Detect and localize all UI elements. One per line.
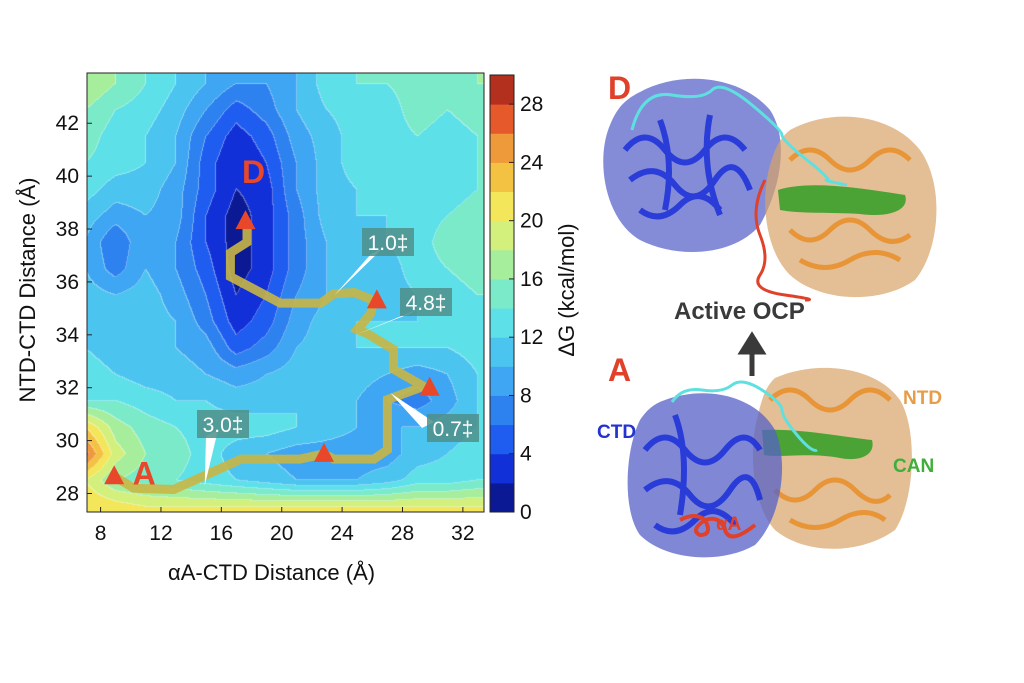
- colorbar-tick-label: 8: [520, 384, 532, 407]
- state-marker: [235, 210, 256, 230]
- colorbar-tick-label: 24: [520, 151, 544, 174]
- state-d-label: D: [608, 70, 632, 106]
- x-tick-label: 8: [95, 522, 107, 545]
- colorbar-band: [490, 278, 514, 309]
- plot-frame: [86, 72, 485, 513]
- ctd-label: CTD: [597, 422, 637, 443]
- barrier-label: 3.0‡: [203, 414, 244, 437]
- state-a-label: A: [608, 352, 632, 388]
- colorbar-band: [490, 395, 514, 426]
- colorbar-band: [490, 104, 514, 134]
- can-d: [778, 185, 906, 216]
- ctd-surface-d: [603, 78, 781, 252]
- barrier-label-box: [400, 288, 452, 316]
- state-marker: [104, 465, 125, 485]
- colorbar-tick-label: 0: [520, 501, 532, 524]
- barrier-label-box: [362, 228, 414, 256]
- y-tick-label: 28: [56, 482, 79, 505]
- colorbar-band: [490, 249, 514, 280]
- state-marker: [313, 442, 334, 462]
- barrier-pointer: [355, 308, 421, 335]
- colorbar-band: [490, 482, 514, 513]
- x-tick-label: 28: [391, 522, 414, 545]
- barrier-label: 4.8‡: [406, 292, 447, 315]
- x-tick-label: 16: [210, 522, 233, 545]
- colorbar-band: [490, 133, 514, 163]
- linker-cyan-a: [670, 380, 818, 452]
- alpha-a-helix: [679, 514, 757, 539]
- alpha-a-label: αA: [716, 514, 742, 535]
- linker-red-d: [754, 179, 811, 302]
- y-tick-label: 32: [56, 377, 79, 400]
- colorbar-band: [490, 162, 514, 193]
- colorbar-band: [490, 424, 514, 455]
- state-marker: [366, 289, 387, 309]
- barrier-pointer: [334, 248, 383, 296]
- x-tick-label: 24: [330, 522, 354, 545]
- protein-structures: [603, 78, 937, 558]
- colorbar-band: [490, 75, 514, 105]
- barrier-label: 1.0‡: [368, 232, 409, 255]
- barrier-pointer: [390, 392, 434, 428]
- x-axis-label: αA-CTD Distance (Å): [168, 560, 376, 585]
- colorbar-band: [490, 453, 514, 484]
- ctd-ribbons-d: [622, 114, 753, 220]
- colorbar-tick-label: 20: [520, 210, 543, 233]
- barrier-label-box: [427, 414, 479, 442]
- ctd-surface-a: [627, 393, 783, 558]
- ctd-ribbons-a: [642, 413, 763, 535]
- x-tick-label: 12: [149, 522, 172, 545]
- state-label: A: [133, 455, 156, 491]
- ntd-label: NTD: [903, 388, 943, 409]
- barrier-label-box: [197, 410, 249, 438]
- y-tick-label: 30: [56, 430, 79, 453]
- colorbar-tick-label: 16: [520, 268, 543, 291]
- up-arrow-icon: [737, 331, 767, 376]
- y-tick-label: 42: [56, 112, 79, 135]
- pathway-overlay: A D 1.0‡ 4.8‡ 3.0‡ 0.7‡: [104, 154, 479, 495]
- y-axis-label: NTD-CTD Distance (Å): [15, 177, 40, 403]
- x-tick-label: 20: [270, 522, 293, 545]
- colorbar-frame: [489, 74, 515, 513]
- x-ticks: 8 12 16 20 24 28 32: [95, 507, 475, 545]
- y-tick-label: 40: [56, 165, 79, 188]
- colorbar-band: [490, 366, 514, 396]
- colorbar: 0 4 8 12 16 20 24 28: [489, 74, 544, 524]
- colorbar-band: [490, 337, 514, 367]
- y-tick-label: 38: [56, 218, 79, 241]
- linker-cyan-d: [630, 85, 848, 187]
- can-a: [762, 429, 873, 460]
- can-label: CAN: [893, 456, 935, 477]
- colorbar-band: [490, 191, 514, 222]
- colorbar-tick-label: 4: [520, 443, 532, 466]
- colorbar-band: [490, 220, 514, 251]
- pathway-line: [111, 226, 435, 495]
- y-tick-label: 36: [56, 271, 79, 294]
- barrier-label: 0.7‡: [433, 418, 474, 441]
- y-ticks: 28 30 32 34 36 38 40 42: [56, 112, 92, 505]
- colorbar-label: ΔG (kcal/mol): [554, 223, 579, 357]
- y-tick-label: 34: [56, 324, 80, 347]
- colorbar-tick-label: 28: [520, 93, 543, 116]
- transition-label: Active OCP: [674, 298, 805, 325]
- colorbar-band: [490, 308, 514, 338]
- ntd-ribbons-d: [788, 147, 912, 270]
- ntd-ribbons-a: [768, 387, 892, 530]
- barrier-pointer: [204, 430, 218, 486]
- x-tick-label: 32: [451, 522, 474, 545]
- state-label: D: [242, 154, 265, 190]
- state-marker: [419, 376, 440, 396]
- colorbar-tick-label: 12: [520, 326, 543, 349]
